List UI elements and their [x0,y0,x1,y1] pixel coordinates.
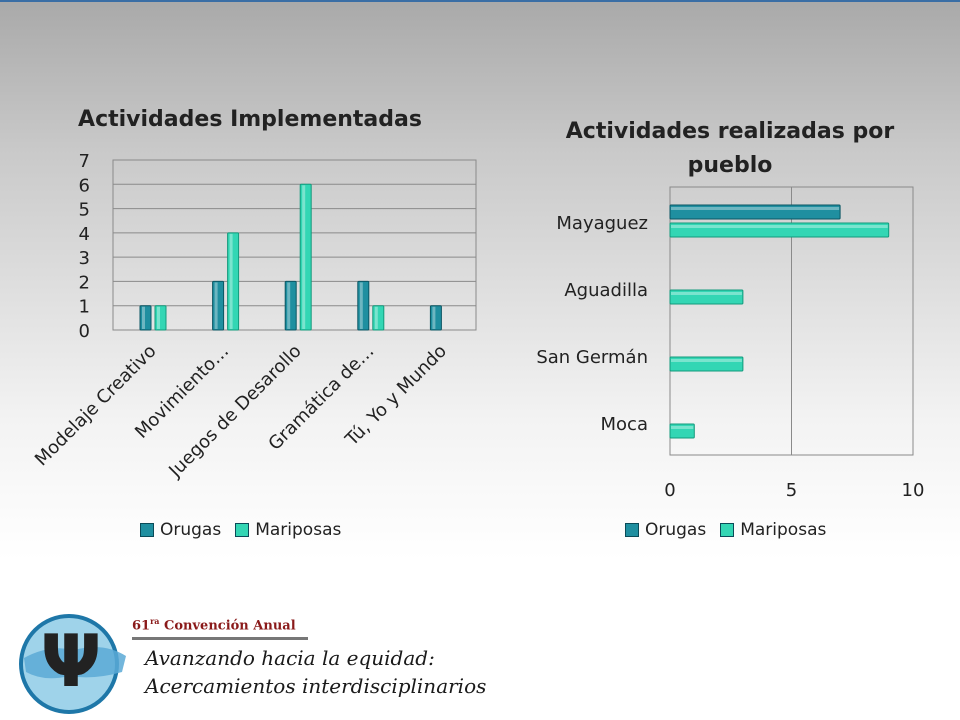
chart-actividades-implementadas: Actividades Implementadas 0 1 2 3 4 5 6 7 Model… [0,90,490,560]
y-tick-label: 0 [79,321,90,342]
bar-highlight [157,306,160,329]
bar-mariposas [669,289,744,305]
bar-orugas [429,305,442,331]
divider [132,637,308,640]
y-tick-label: 1 [79,297,90,318]
legend-item-orugas: Orugas [625,520,706,540]
chart-title: Actividades Implementadas [78,107,422,132]
bar-orugas [212,280,225,331]
legend-swatch-orugas [625,523,639,537]
tagline-line-2: Acercamientos interdisciplinarios [145,674,487,698]
legend-pueblo: Orugas Mariposas [625,520,826,540]
x-tick-label: 0 [664,480,675,501]
x-category-label: Juegos de Desarollo [164,341,305,482]
x-tick-label: 5 [786,480,797,501]
convention-number: 61 [132,618,151,634]
bar-highlight [671,359,742,362]
convention-suffix: ra [150,616,160,626]
convention-heading: 61ra Convención Anual [132,616,296,633]
svg-text:Ψ: Ψ [40,619,101,703]
x-category-label: Modelaje Creativo [31,341,161,471]
legend-label-mariposas: Mariposas [255,520,342,540]
bar-mariposas [227,232,240,331]
psi-logo-icon: Ψ [19,614,126,714]
bar-highlight [671,426,694,429]
legend-label-orugas: Orugas [160,520,222,540]
bar-highlight [214,282,218,329]
legend-actividades: Orugas Mariposas [140,520,341,540]
y-category-label: Aguadilla [564,280,648,301]
association-logo: Ψ [14,612,134,716]
y-category-label: Moca [601,414,648,435]
bar-highlight [287,282,291,329]
bar-highlight [432,306,436,329]
legend-label-orugas: Orugas [645,520,707,540]
tagline-line-1: Avanzando hacia la equidad: [145,646,435,670]
bar-chart-vertical: Actividades Implementadas 0 1 2 3 4 5 6 7 Model… [31,107,477,482]
y-category-label: San Germán [536,347,648,368]
chart-title-line-1: Actividades realizadas por [566,119,895,144]
y-tick-label: 7 [79,151,90,172]
legend-item-mariposas: Mariposas [235,520,341,540]
y-tick-label: 5 [79,200,90,221]
bar-orugas [139,305,152,331]
y-category-label: Mayaguez [556,213,648,234]
legend-item-mariposas: Mariposas [720,520,826,540]
chart-title: Actividades realizadas por pueblo [566,119,895,178]
bar-mariposas [669,222,890,238]
y-tick-label: 2 [79,272,90,293]
legend-swatch-mariposas [235,523,250,537]
bar-highlight [671,292,742,295]
bar-highlight [302,185,306,329]
legend-label-mariposas: Mariposas [740,520,827,540]
bar-orugas [284,280,297,331]
y-tick-label: 3 [79,248,90,269]
bar-mariposas [669,356,744,372]
legend-swatch-orugas [140,523,154,537]
y-tick-label: 6 [79,175,90,196]
convention-text: Convención Anual [164,618,296,634]
bar-mariposas [299,183,312,331]
bar-highlight [142,306,145,329]
bar-orugas [357,280,370,331]
bar-highlight [374,306,378,329]
bar-highlight [229,233,233,329]
bar-highlight [359,282,363,329]
chart-title-line-2: pueblo [688,153,773,178]
bar-chart-horizontal: Actividades realizadas por pueblo Mayague… [536,119,925,501]
y-tick-label: 4 [79,224,90,245]
bar-mariposas [154,305,167,331]
bar-mariposas [669,423,695,439]
x-tick-label: 10 [902,480,925,501]
bar-highlight [671,225,888,228]
legend-item-orugas: Orugas [140,520,221,540]
bar-mariposas [372,305,385,331]
bar-orugas [669,204,841,220]
bar-highlight [671,207,840,210]
legend-swatch-mariposas [720,523,735,537]
chart-actividades-por-pueblo: Actividades realizadas por pueblo Mayague… [500,100,960,560]
top-accent-line [0,0,960,2]
